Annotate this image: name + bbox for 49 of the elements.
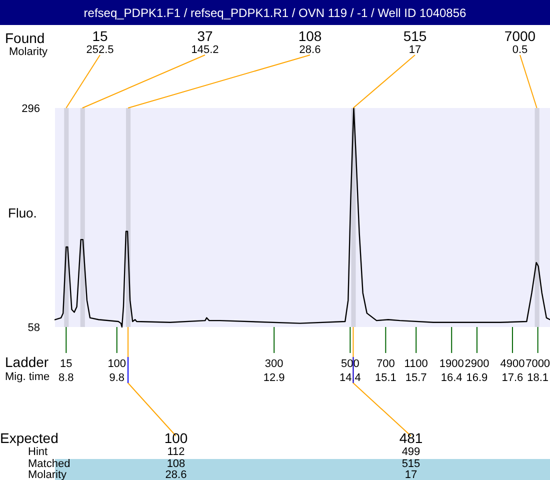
text: 2900 (464, 358, 490, 370)
x-tick-label: 9.8 (109, 372, 125, 384)
x-tick-label: 17.6 (502, 372, 524, 384)
y-axis-title: Fluo. (8, 206, 37, 220)
text: Matched (28, 458, 70, 470)
text: Molarity (28, 469, 68, 480)
annotation: 145.2 (191, 44, 219, 56)
x-tick-label: 15.1 (374, 372, 396, 384)
text: Expected (0, 430, 58, 446)
x-axis-title: Mig. time (5, 371, 50, 383)
x-tick-label: 12.9 (263, 372, 285, 384)
x-tick-label: 18.1 (527, 372, 549, 384)
annotation: 7000 (504, 28, 536, 44)
text: 300 (264, 358, 284, 370)
text: 4900 (500, 358, 525, 370)
chart-title: refseq_PDPK1.F1 / refseq_PDPK1.R1 / OVN 119 / -1 / Well ID 1040856 (84, 6, 467, 20)
annotation: 37 (197, 28, 213, 44)
annotation: 252.5 (86, 44, 114, 56)
text: 28.6 (165, 469, 187, 480)
line-series (54, 107, 550, 328)
annotation: 481 (399, 430, 423, 446)
text: 100 (164, 430, 188, 446)
text: Hint (28, 446, 48, 458)
x-tick-label: 16.4 (440, 372, 462, 384)
text: Molarity (9, 46, 48, 58)
y-tick-label: 296 (22, 102, 40, 115)
text: Found (5, 30, 45, 46)
x-tick-label: 15.7 (405, 372, 427, 384)
x-tick-label: 16.9 (466, 372, 488, 384)
annotation: 100 (108, 358, 126, 370)
text: 108 (166, 458, 186, 470)
text: 499 (402, 446, 420, 458)
annotation: 108 (298, 28, 322, 44)
text: 15 (60, 358, 72, 370)
text: 17 (404, 469, 418, 480)
x-tick-label: 8.8 (58, 372, 74, 384)
text: 700 (376, 358, 395, 370)
annotation: 15 (92, 28, 108, 44)
text: 515 (402, 458, 420, 470)
annotation: 0.5 (512, 44, 528, 56)
text: 112 (167, 446, 185, 458)
text: Ladder (5, 354, 49, 370)
text: 1100 (404, 358, 428, 370)
annotation: 515 (403, 28, 427, 44)
annotation: 28.6 (299, 44, 321, 56)
text: 1900 (439, 358, 464, 370)
annotation: 17 (408, 44, 422, 56)
text: 7000 (526, 358, 550, 370)
y-tick-label: 58 (28, 322, 40, 334)
